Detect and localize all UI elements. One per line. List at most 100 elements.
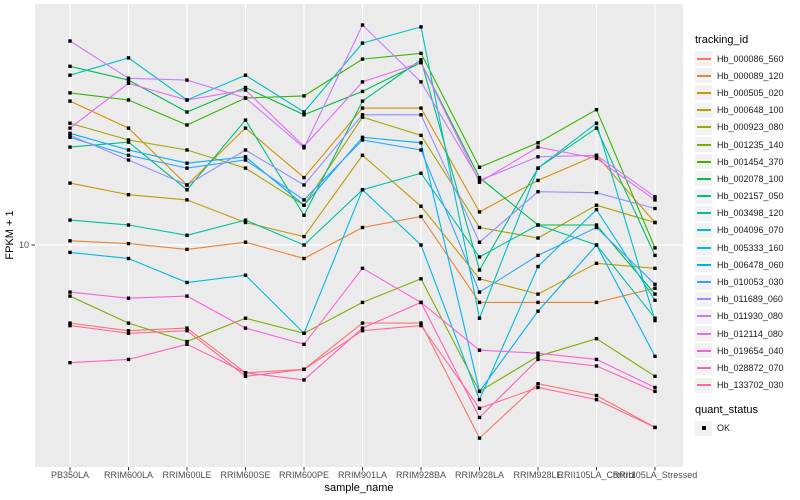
data-point xyxy=(126,126,131,130)
data-point xyxy=(185,188,189,192)
data-point xyxy=(594,225,599,230)
data-point xyxy=(302,113,306,117)
data-point xyxy=(243,374,248,378)
legend-line-swatch xyxy=(696,366,711,369)
legend-item: Hb_028872_070 xyxy=(695,359,799,376)
data-point xyxy=(536,292,540,296)
data-point xyxy=(126,98,131,102)
legend-line-swatch xyxy=(696,246,711,249)
data-point xyxy=(302,94,306,98)
color-legend-title: tracking_id xyxy=(695,34,749,46)
data-point xyxy=(243,240,248,244)
legend-key xyxy=(695,51,712,67)
legend-item: Hb_000648_100 xyxy=(695,102,799,119)
legend-item: Hb_000505_020 xyxy=(695,84,799,101)
legend-line-swatch xyxy=(696,57,711,60)
data-point xyxy=(419,141,423,145)
data-point xyxy=(302,378,306,382)
legend-line-swatch xyxy=(696,126,711,129)
data-point xyxy=(360,225,365,230)
data-point xyxy=(594,261,599,265)
legend-key xyxy=(695,119,712,135)
legend-key xyxy=(695,326,712,342)
legend-line-swatch xyxy=(696,74,711,77)
legend-line-swatch xyxy=(696,91,711,94)
data-point xyxy=(419,277,423,281)
legend-key xyxy=(695,240,712,256)
data-point xyxy=(419,243,423,247)
data-point xyxy=(653,425,657,430)
data-point xyxy=(594,126,599,130)
x-tick-label: RRIM901LA xyxy=(338,470,387,480)
data-point xyxy=(126,81,131,85)
data-point xyxy=(477,210,482,214)
legend-item: Hb_011689_060 xyxy=(695,291,799,308)
data-point xyxy=(185,148,189,152)
data-point xyxy=(653,246,657,250)
legend-item: Hb_000089_120 xyxy=(695,67,799,84)
data-point xyxy=(594,153,599,157)
data-point xyxy=(477,300,482,305)
data-point xyxy=(243,220,248,225)
data-point xyxy=(653,316,657,320)
legend-item-label: Hb_002157_050 xyxy=(717,191,784,202)
data-point xyxy=(302,198,306,202)
data-point xyxy=(419,171,423,175)
data-point xyxy=(653,298,657,302)
legend-key xyxy=(695,291,712,307)
data-point xyxy=(360,188,365,192)
data-point xyxy=(360,23,365,27)
legend-item-label: Hb_011930_080 xyxy=(717,311,783,322)
data-point xyxy=(477,348,482,352)
data-point xyxy=(536,178,540,183)
data-point xyxy=(68,135,72,139)
data-point xyxy=(536,351,540,355)
data-point xyxy=(477,290,482,294)
panel-background xyxy=(35,4,683,467)
data-point xyxy=(419,214,423,219)
data-point xyxy=(536,166,540,170)
x-tick-label: RRIM600LE xyxy=(162,470,211,480)
data-point xyxy=(126,193,131,197)
data-point xyxy=(360,80,365,84)
data-point xyxy=(360,138,365,142)
legend-item-label: Hb_000086_560 xyxy=(717,53,784,64)
data-point xyxy=(594,364,599,368)
data-point xyxy=(419,51,423,55)
data-point xyxy=(419,300,423,305)
data-point xyxy=(536,309,540,313)
data-point xyxy=(594,393,599,398)
legend-line-swatch xyxy=(696,177,711,180)
data-point xyxy=(477,415,482,420)
data-point xyxy=(419,106,423,110)
color-legend-items: Hb_000086_560 Hb_000089_120 Hb_000505_020 H… xyxy=(695,50,799,394)
data-point xyxy=(594,223,599,227)
data-point xyxy=(126,76,131,80)
shape-legend-key xyxy=(695,420,712,436)
x-tick-label: RRIM928LE xyxy=(513,470,562,480)
legend-line-swatch xyxy=(696,384,711,387)
data-point xyxy=(126,321,131,325)
data-point xyxy=(477,268,482,272)
data-point xyxy=(653,389,657,394)
data-point xyxy=(536,223,540,227)
data-point xyxy=(594,203,599,207)
legend-key xyxy=(695,85,712,101)
data-point xyxy=(185,183,189,187)
data-point xyxy=(536,253,540,258)
legend-key xyxy=(695,274,712,290)
shape-legend-item: OK xyxy=(695,420,799,437)
legend-key xyxy=(695,68,712,84)
data-point xyxy=(126,241,131,246)
data-point xyxy=(594,397,599,402)
legend-line-swatch xyxy=(696,263,711,266)
data-point xyxy=(653,354,657,358)
legend-item: Hb_003498_120 xyxy=(695,205,799,222)
legend-line-swatch xyxy=(696,229,711,232)
data-point xyxy=(126,256,131,261)
data-point xyxy=(68,290,72,294)
square-marker-icon xyxy=(701,426,706,431)
legend-line-swatch xyxy=(696,281,711,284)
